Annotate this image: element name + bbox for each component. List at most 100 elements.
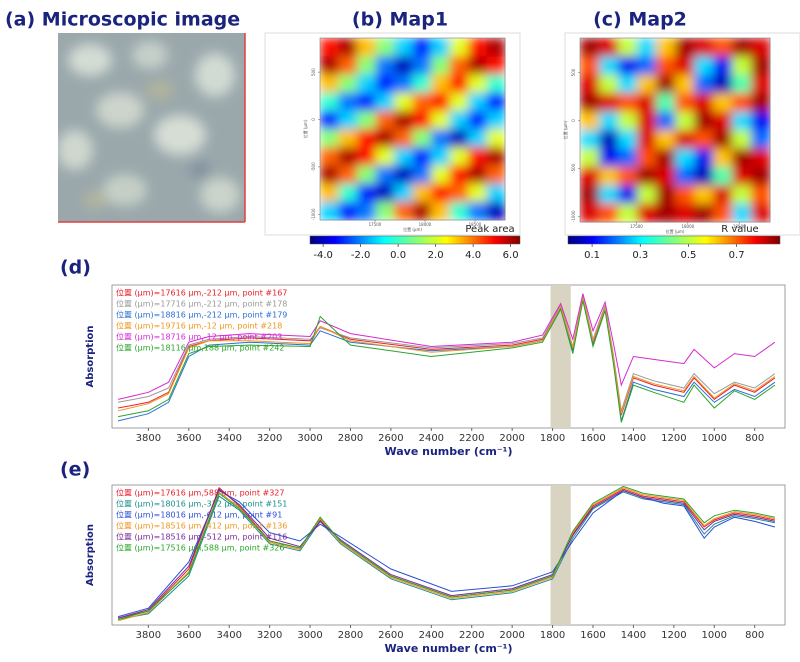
heatmap-cell xyxy=(339,111,358,130)
heatmap-cell xyxy=(751,75,771,94)
heatmap-cell xyxy=(339,93,358,112)
panel-title: (d) xyxy=(60,257,91,279)
heatmap-cell xyxy=(694,93,714,112)
x-tick-label: 3600 xyxy=(176,630,201,641)
colorbar-label: R value xyxy=(721,224,758,235)
heatmap-cell xyxy=(339,147,358,166)
heatmap-cell xyxy=(357,38,376,57)
heatmap-cell xyxy=(487,56,506,75)
heatmap-cell xyxy=(339,165,358,184)
colorbar xyxy=(310,236,520,244)
heatmap-cell xyxy=(468,74,487,93)
heatmap-cell xyxy=(413,129,432,148)
heatmap-cell xyxy=(637,185,657,204)
x-tick-label: 1800 xyxy=(540,630,565,641)
heatmap-cell xyxy=(713,112,733,131)
heatmap-cell xyxy=(357,129,376,148)
heatmap-cell xyxy=(599,167,619,186)
heatmap-cell xyxy=(431,56,450,75)
heatmap-cell xyxy=(751,204,771,223)
heatmap-cell xyxy=(618,204,638,223)
colorbar-label: Peak area xyxy=(465,224,514,235)
x-tick-label: 800 xyxy=(745,433,764,444)
x-axis-label: 位置 (μm) xyxy=(403,226,422,232)
heatmap-cell xyxy=(656,167,676,186)
y-axis-label: Absorption xyxy=(85,524,96,586)
legend-entry: 位置 (μm)=17616 μm,-212 μm, point #167 xyxy=(116,288,287,298)
legend-entry: 位置 (μm)=18016 μm,-612 μm, point #91 xyxy=(116,510,282,520)
legend-entry: 位置 (μm)=17516 μm,588 μm, point #326 xyxy=(116,543,285,553)
colorbar-tick-label: 0.7 xyxy=(729,250,745,261)
legend-entry: 位置 (μm)=18116 μm,188 μm, point #242 xyxy=(116,343,285,353)
heatmap-cell xyxy=(713,167,733,186)
heatmap-cell xyxy=(394,129,413,148)
heatmap-cell xyxy=(713,56,733,75)
x-tick-label: 1000 xyxy=(702,433,727,444)
heatmap-cell xyxy=(394,111,413,130)
heatmap-cell xyxy=(618,75,638,94)
heatmap-cell xyxy=(751,56,771,75)
heatmap-cell xyxy=(357,184,376,203)
x-axis-label: 位置 (μm) xyxy=(666,228,685,234)
x-tick-label: 17500 xyxy=(630,224,643,229)
heatmap-cell xyxy=(376,165,395,184)
heatmap-cell xyxy=(656,185,676,204)
y-axis-label: 位置 (μm) xyxy=(302,119,308,138)
heatmap-cell xyxy=(675,38,695,57)
x-axis-label: Wave number (cm⁻¹) xyxy=(385,445,513,458)
heatmap-cell xyxy=(487,129,506,148)
y-tick-label: 0 xyxy=(311,118,316,121)
panel-title: (c) Map2 xyxy=(593,9,687,31)
x-tick-label: 3400 xyxy=(216,630,241,641)
heatmap-cell xyxy=(713,93,733,112)
heatmap-cell xyxy=(394,74,413,93)
colorbar-tick-label: 0.0 xyxy=(390,250,406,261)
y-tick-label: 0 xyxy=(571,119,576,122)
heatmap-cell xyxy=(320,184,339,203)
heatmap-cell xyxy=(339,202,358,221)
heatmap-cell xyxy=(713,38,733,57)
heatmap-cell xyxy=(751,130,771,149)
heatmap-cell xyxy=(394,38,413,57)
x-tick-label: 1800 xyxy=(540,433,565,444)
heatmap-cell xyxy=(468,56,487,75)
heatmap-cell xyxy=(580,130,600,149)
heatmap-cell xyxy=(413,93,432,112)
heatmap-cell xyxy=(487,165,506,184)
x-tick-label: 1000 xyxy=(702,630,727,641)
heatmap-cell xyxy=(431,38,450,57)
heatmap-cell xyxy=(450,129,469,148)
heatmap-cell xyxy=(618,56,638,75)
heatmap-cell xyxy=(468,93,487,112)
heatmap-cell xyxy=(450,165,469,184)
x-tick-label: 2600 xyxy=(378,433,403,444)
heatmap-cell xyxy=(732,38,752,57)
heatmap-cell xyxy=(580,148,600,167)
heatmap-cell xyxy=(487,202,506,221)
heatmap-cell xyxy=(357,165,376,184)
heatmap-cell xyxy=(376,147,395,166)
heatmap-cell xyxy=(713,75,733,94)
heatmap-cell xyxy=(637,130,657,149)
legend-entry: 位置 (μm)=18816 μm,-212 μm, point #179 xyxy=(116,310,287,320)
heatmap-cell xyxy=(450,202,469,221)
legend-entry: 位置 (μm)=19716 μm,-12 μm, point #218 xyxy=(116,321,282,331)
x-tick-label: 2400 xyxy=(419,433,444,444)
heatmap-cell xyxy=(599,38,619,57)
x-tick-label: 1400 xyxy=(621,433,646,444)
heatmap-cells xyxy=(580,38,771,223)
heatmap-cell xyxy=(413,38,432,57)
heatmap-cell xyxy=(732,185,752,204)
heatmap-cell xyxy=(618,38,638,57)
heatmap-cell xyxy=(713,204,733,223)
heatmap-cell xyxy=(320,111,339,130)
heatmap-cell xyxy=(656,148,676,167)
heatmap-cell xyxy=(376,38,395,57)
heatmap-cell xyxy=(376,202,395,221)
x-tick-label: 3800 xyxy=(136,630,161,641)
heatmap-cell xyxy=(599,56,619,75)
heatmap-cell xyxy=(468,202,487,221)
highlight-band xyxy=(551,485,571,625)
heatmap-cell xyxy=(413,74,432,93)
heatmap-cell xyxy=(675,112,695,131)
